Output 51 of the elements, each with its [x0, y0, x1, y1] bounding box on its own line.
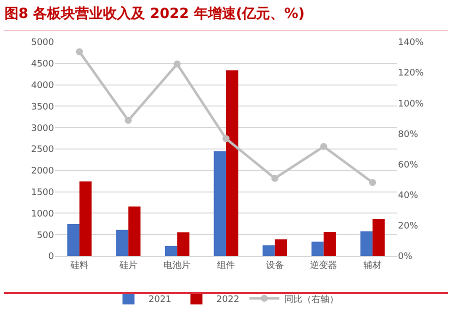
x-tick-label: 电池片 — [164, 260, 191, 271]
y2-tick-label: 60% — [398, 160, 418, 170]
point — [369, 178, 376, 186]
point — [320, 143, 328, 150]
x-tick-label: 设备 — [266, 260, 284, 271]
x-tick-label: 硅料 — [69, 260, 88, 271]
y2-tick-label: 80% — [398, 130, 418, 140]
bar — [128, 206, 140, 256]
bar — [214, 151, 226, 256]
bar — [360, 231, 373, 256]
y2-tick-label: 0% — [398, 252, 413, 262]
x-tick-label: 组件 — [217, 260, 235, 271]
y2-tick-label: 40% — [398, 191, 418, 202]
y-tick-label: 4500 — [31, 60, 54, 70]
y2-tick-label: 20% — [398, 222, 418, 232]
x-tick-label: 硅片 — [118, 260, 138, 271]
point — [124, 116, 132, 124]
chart-title: 图8 各板块营业收入及 2022 年增速(亿元、%) — [4, 6, 305, 22]
bar — [324, 232, 336, 256]
point — [271, 174, 278, 182]
bar — [116, 230, 128, 256]
point — [174, 60, 181, 68]
y-tick-label: 2000 — [31, 166, 54, 177]
y-tick-label: 1500 — [31, 188, 54, 198]
y-tick-label: 3000 — [31, 124, 54, 134]
legend-label: 2022 — [216, 294, 240, 305]
bar — [177, 232, 190, 256]
y-tick-label: 4000 — [31, 80, 54, 91]
y2-tick-label: 140% — [398, 38, 424, 48]
legend-label: 2021 — [148, 294, 172, 305]
bar — [79, 181, 92, 256]
bar — [274, 239, 288, 256]
bar — [372, 219, 385, 256]
point — [222, 135, 230, 142]
point — [76, 48, 83, 56]
y-tick-label: 5000 — [31, 38, 54, 48]
bar — [312, 242, 324, 256]
bar — [226, 70, 238, 256]
y-tick-label: 0 — [48, 252, 54, 262]
y2-tick-label: 120% — [398, 68, 424, 79]
bar — [164, 246, 178, 256]
y-tick-label: 2500 — [31, 145, 54, 156]
x-tick-label: 逆变器 — [310, 260, 338, 271]
y-tick-label: 1000 — [31, 209, 54, 220]
y2-tick-label: 100% — [398, 99, 424, 110]
bar — [67, 224, 80, 256]
y-tick-label: 500 — [36, 230, 54, 241]
bar — [262, 245, 275, 256]
legend-label: 同比（右轴） — [284, 294, 338, 305]
x-tick-label: 辅材 — [364, 260, 382, 271]
y-tick-label: 3500 — [31, 102, 54, 112]
